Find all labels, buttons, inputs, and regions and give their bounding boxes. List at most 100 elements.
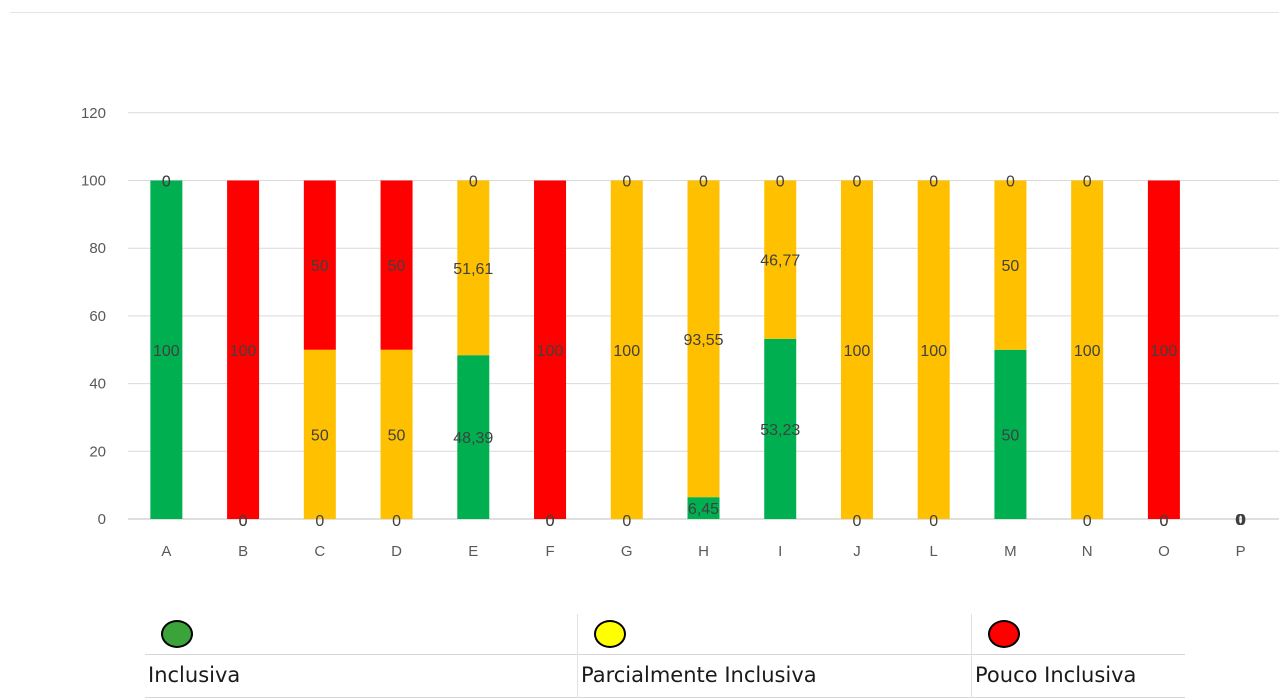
x-tick-label: C (314, 543, 325, 560)
y-tick-label: 120 (81, 105, 106, 122)
x-tick-label: A (161, 543, 171, 560)
bar-segment (1071, 180, 1104, 519)
data-label: 0 (239, 513, 248, 530)
y-tick-label: 100 (81, 173, 106, 190)
bar-segment (687, 497, 720, 519)
legend-divider (577, 614, 578, 698)
x-tick-label: P (1236, 543, 1246, 560)
data-label: 0 (546, 513, 555, 530)
x-tick-label: B (238, 543, 248, 560)
data-label: 0 (1236, 512, 1245, 529)
data-label: 100 (844, 343, 871, 360)
bar-segment (303, 349, 336, 519)
bar-segment (1147, 180, 1180, 519)
data-label: 50 (1002, 427, 1020, 444)
data-label: 0 (1159, 513, 1168, 530)
bar-segment (840, 180, 873, 519)
legend-label-inclusiva: Inclusiva (148, 663, 241, 687)
data-label: 0 (1159, 513, 1168, 530)
x-tick-label: I (778, 543, 782, 560)
data-label: 93,55 (683, 332, 723, 349)
data-label: 0 (929, 174, 938, 191)
y-tick-label: 20 (89, 443, 106, 460)
top-border (10, 12, 1279, 13)
data-label: 6,45 (688, 501, 719, 518)
bar-segment (150, 180, 183, 519)
bar-segment (534, 180, 567, 519)
data-label: 0 (622, 174, 631, 191)
bar-segment (303, 180, 336, 350)
data-label: 0 (239, 513, 248, 530)
data-label: 100 (1151, 343, 1178, 360)
bar-segment (764, 338, 797, 519)
bar-segment (994, 349, 1027, 519)
red-circle-icon (988, 620, 1020, 648)
data-label: 100 (153, 343, 180, 360)
x-tick-label: F (545, 543, 554, 560)
data-label: 0 (853, 513, 862, 530)
legend-table: Inclusiva Parcialmente Inclusiva Pouco I… (145, 614, 1185, 698)
data-label: 0 (1083, 174, 1092, 191)
data-label: 48,39 (453, 430, 493, 447)
x-tick-label: O (1158, 543, 1170, 560)
data-label: 100 (920, 343, 947, 360)
legend-label-parcialmente-inclusiva: Parcialmente Inclusiva (581, 663, 817, 687)
bar-segment (687, 180, 720, 498)
data-label: 0 (622, 513, 631, 530)
legend-item-parcialmente-inclusiva: Parcialmente Inclusiva (578, 614, 971, 698)
data-label: 0 (392, 513, 401, 530)
data-label: 50 (1002, 258, 1020, 275)
data-label: 100 (230, 343, 257, 360)
bar-segment (610, 180, 643, 519)
data-label: 0 (1006, 174, 1015, 191)
data-label: 0 (162, 174, 171, 191)
legend-item-inclusiva: Inclusiva (145, 614, 577, 698)
data-label: 50 (388, 427, 406, 444)
data-label: 0 (1083, 513, 1092, 530)
green-circle-icon (161, 620, 193, 648)
data-label: 0 (315, 513, 324, 530)
x-tick-label: E (468, 543, 478, 560)
yellow-circle-icon (594, 620, 626, 648)
bar-segment (457, 180, 490, 356)
bar-segment (380, 349, 413, 519)
data-label: 100 (1074, 343, 1101, 360)
x-tick-label: L (930, 543, 938, 560)
bar-segment (764, 180, 797, 339)
bar-segment (994, 180, 1027, 350)
x-tick-label: M (1004, 543, 1017, 560)
x-tick-label: J (853, 543, 861, 560)
data-label: 0 (546, 513, 555, 530)
bar-segment (380, 180, 413, 350)
data-label: 51,61 (453, 261, 493, 278)
data-label: 0 (776, 174, 785, 191)
bar-segment (457, 355, 490, 519)
data-label: 0 (1237, 512, 1246, 529)
data-label: 50 (388, 258, 406, 275)
stacked-bar-chart: 0 20 40 60 80 100 120 A 100 0 0 B 0 0 100 C 0 50 50 D 0 50 50 E… (81, 105, 1279, 560)
data-label: 50 (311, 427, 329, 444)
x-tick-label: G (621, 543, 633, 560)
y-tick-label: 80 (89, 240, 106, 257)
data-label: 100 (537, 343, 564, 360)
x-tick-label: H (698, 543, 709, 560)
data-label: 0 (929, 513, 938, 530)
bar-segment (227, 180, 260, 519)
data-label: 0 (853, 174, 862, 191)
data-label: 100 (613, 343, 640, 360)
data-label: 53,23 (760, 422, 800, 439)
bar-segment (917, 180, 950, 519)
data-label: 0 (1235, 512, 1244, 529)
data-label: 46,77 (760, 253, 800, 270)
legend-divider (971, 614, 972, 698)
x-tick-label: N (1082, 543, 1093, 560)
data-label: 0 (699, 174, 708, 191)
y-tick-label: 0 (98, 511, 106, 528)
data-label: 0 (469, 174, 478, 191)
legend-label-pouco-inclusiva: Pouco Inclusiva (975, 663, 1137, 687)
y-tick-label: 60 (89, 308, 106, 325)
legend-item-pouco-inclusiva: Pouco Inclusiva (972, 614, 1185, 698)
data-label: 50 (311, 258, 329, 275)
data-label: 0 (162, 174, 171, 191)
x-tick-label: D (391, 543, 402, 560)
